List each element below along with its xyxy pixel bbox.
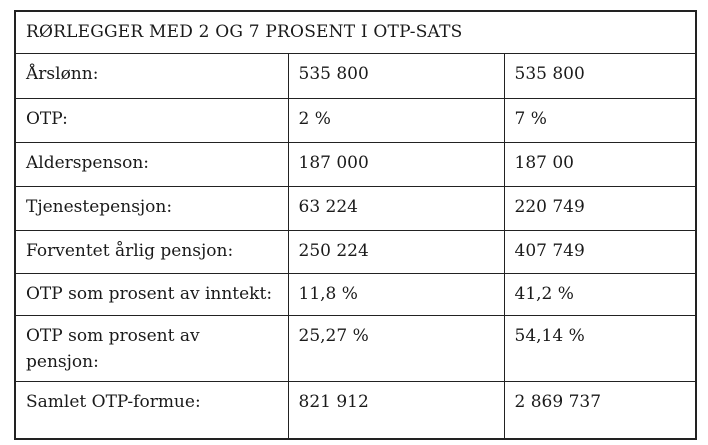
table-title: RØRLEGGER MED 2 OG 7 PROSENT I OTP-SATS (14, 10, 697, 54)
value-2pct: 25,27 % (287, 314, 505, 383)
row-label: Forventet årlig pensjon: (14, 229, 289, 274)
value-7pct: 7 % (503, 97, 697, 143)
value-2pct: 250 224 (287, 229, 505, 274)
row-label: Årslønn: (14, 52, 289, 99)
pension-comparison-table: RØRLEGGER MED 2 OG 7 PROSENT I OTP-SATS … (14, 10, 698, 440)
table-row: OTP som prosent av pensjon: 25,27 % 54,1… (14, 314, 697, 383)
row-label: Tjenestepensjon: (14, 185, 289, 231)
value-2pct: 187 000 (287, 141, 505, 187)
value-7pct: 407 749 (503, 229, 697, 274)
value-2pct: 63 224 (287, 185, 505, 231)
row-label: OTP: (14, 97, 289, 143)
value-7pct: 220 749 (503, 185, 697, 231)
value-2pct: 2 % (287, 97, 505, 143)
value-2pct: 535 800 (287, 52, 505, 99)
value-7pct: 187 00 (503, 141, 697, 187)
value-7pct: 2 869 737 (503, 381, 697, 440)
table-row: Samlet OTP-formue: 821 912 2 869 737 (14, 381, 697, 440)
value-2pct: 11,8 % (287, 272, 505, 316)
table-row: Forventet årlig pensjon: 250 224 407 749 (14, 229, 697, 274)
table-row: Tjenestepensjon: 63 224 220 749 (14, 185, 697, 231)
value-2pct: 821 912 (287, 381, 505, 440)
row-label: Alderspenson: (14, 141, 289, 187)
table-row: Alderspenson: 187 000 187 00 (14, 141, 697, 187)
table-row: OTP: 2 % 7 % (14, 97, 697, 143)
row-label: Samlet OTP-formue: (14, 381, 289, 440)
row-label: OTP som prosent av pensjon: (14, 314, 289, 383)
table-row: OTP som prosent av inntekt: 11,8 % 41,2 … (14, 272, 697, 316)
value-7pct: 41,2 % (503, 272, 697, 316)
table-row: Årslønn: 535 800 535 800 (14, 52, 697, 99)
value-7pct: 54,14 % (503, 314, 697, 383)
row-label: OTP som prosent av inntekt: (14, 272, 289, 316)
value-7pct: 535 800 (503, 52, 697, 99)
table-title-row: RØRLEGGER MED 2 OG 7 PROSENT I OTP-SATS (14, 10, 697, 54)
